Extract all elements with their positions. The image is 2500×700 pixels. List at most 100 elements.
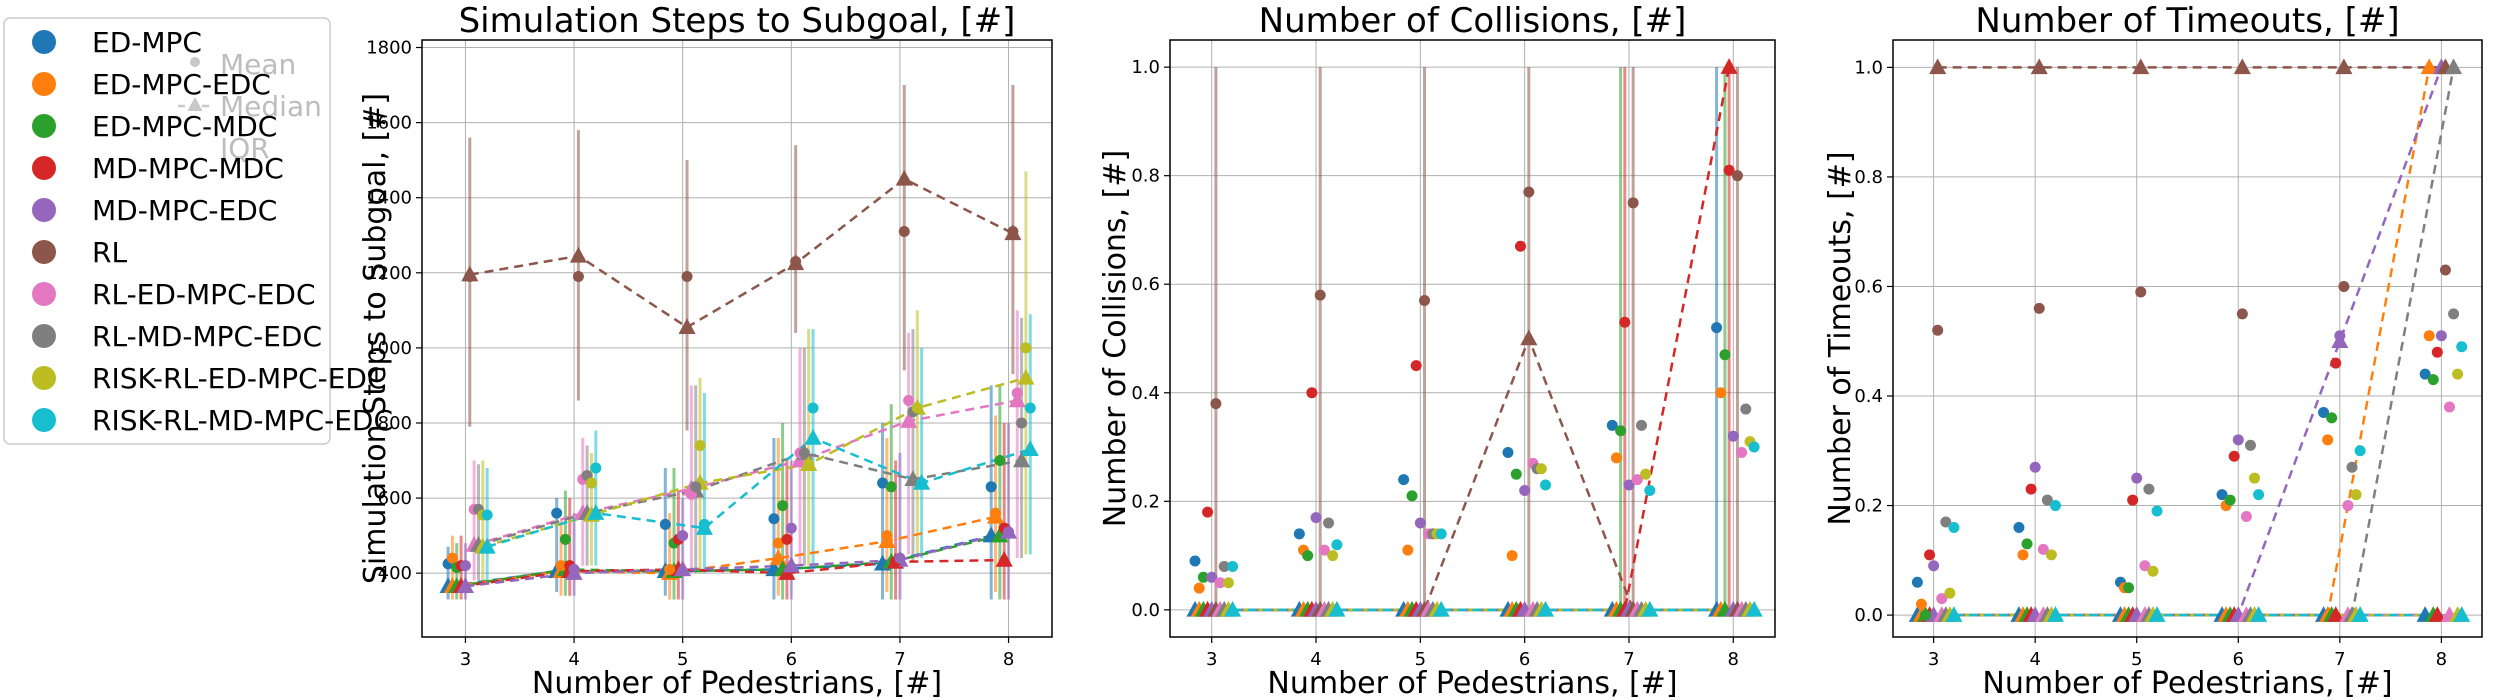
mean-point bbox=[1623, 479, 1635, 491]
x-tick-label: 4 bbox=[568, 649, 579, 670]
mean-point bbox=[2330, 357, 2342, 369]
median-marker bbox=[1013, 451, 1031, 468]
mean-point bbox=[2127, 494, 2139, 506]
mean-point bbox=[1715, 387, 1727, 399]
mean-point bbox=[1506, 550, 1518, 562]
legend-marker bbox=[32, 198, 56, 222]
mean-point bbox=[1016, 417, 1028, 429]
chart-panel-3: 3 4 5 6 7 8 0.0 0.2 0.4 0.6 0.8 1.0 Number of Timeou… bbox=[1823, 1, 2483, 700]
mean-point bbox=[572, 271, 584, 283]
mean-point bbox=[2143, 483, 2155, 495]
median-marker bbox=[2046, 606, 2065, 622]
mean-point bbox=[1306, 387, 1318, 399]
mean-points bbox=[1189, 164, 1760, 594]
y-tick-label: 0.6 bbox=[1854, 276, 1883, 297]
y-tick-label: 0.0 bbox=[1131, 600, 1160, 621]
mean-point bbox=[2253, 489, 2265, 501]
mean-point bbox=[1627, 197, 1639, 209]
mean-point bbox=[1723, 164, 1735, 176]
mean-point bbox=[1323, 517, 1335, 529]
mean-point bbox=[2346, 461, 2358, 473]
y-tick-label: 0.2 bbox=[1131, 491, 1160, 512]
median-marker bbox=[1224, 600, 1242, 617]
mean-point bbox=[777, 500, 789, 512]
mean-point bbox=[1003, 526, 1015, 538]
legend-marker bbox=[32, 72, 56, 96]
mean-point bbox=[1519, 484, 1531, 496]
mean-point bbox=[1310, 512, 1322, 524]
x-axis-label: Number of Pedestrians, [#] bbox=[532, 666, 942, 700]
mean-point bbox=[2216, 489, 2228, 501]
legend-label: RISK-RL-MD-MPC-EDC bbox=[92, 404, 393, 437]
x-tick-label: 7 bbox=[894, 649, 905, 670]
mean-point bbox=[1711, 322, 1723, 334]
mean-point bbox=[2452, 368, 2464, 380]
mean-point bbox=[1948, 521, 1960, 533]
mean-point bbox=[590, 462, 602, 474]
mean-point bbox=[1915, 598, 1927, 610]
mean-point bbox=[2249, 472, 2261, 484]
mean-point bbox=[2448, 308, 2460, 320]
mean-point bbox=[1619, 316, 1631, 328]
y-tick-label: 0.4 bbox=[1854, 386, 1883, 407]
median-line bbox=[1215, 335, 1738, 612]
median-marker bbox=[2453, 606, 2471, 622]
median-marker bbox=[1641, 600, 1659, 617]
mean-point bbox=[1398, 474, 1410, 486]
mean-point bbox=[1631, 474, 1643, 486]
mean-point bbox=[990, 507, 1002, 519]
mean-point bbox=[994, 455, 1006, 467]
mean-point bbox=[690, 481, 702, 493]
mean-point bbox=[2439, 264, 2451, 276]
mean-point bbox=[2147, 565, 2159, 577]
mean-point bbox=[2021, 538, 2033, 550]
mean-point bbox=[1011, 387, 1023, 399]
mean-point bbox=[768, 513, 780, 525]
legend-label: RL bbox=[92, 236, 127, 269]
mean-point bbox=[1024, 402, 1036, 414]
y-tick-label: 1.0 bbox=[1854, 57, 1883, 78]
mean-point bbox=[555, 560, 567, 572]
grid bbox=[1893, 40, 2482, 637]
mean-point bbox=[2427, 374, 2439, 386]
median-marker bbox=[2030, 58, 2048, 75]
mean-point bbox=[1206, 571, 1218, 583]
iqr-whiskers bbox=[1214, 67, 1739, 610]
median-marker bbox=[2445, 58, 2463, 75]
mean-point bbox=[2240, 511, 2252, 523]
mean-point bbox=[1928, 560, 1940, 572]
y-tick-label: 1.0 bbox=[1131, 57, 1160, 78]
median-marker bbox=[1520, 329, 1538, 346]
median-marker bbox=[2327, 606, 2345, 622]
median-line bbox=[1207, 66, 1731, 612]
median-marker bbox=[782, 556, 800, 573]
legend-entry: RL-MD-MPC-EDC bbox=[32, 320, 322, 353]
chart-title: Number of Collisions, [#] bbox=[1259, 1, 1687, 41]
y-tick-label: 0.0 bbox=[1854, 605, 1883, 626]
y-axis-label: Number of Collisions, [#] bbox=[1098, 150, 1133, 527]
median-line bbox=[1933, 66, 2443, 617]
mean-point bbox=[2228, 450, 2240, 462]
y-tick-label: 0.4 bbox=[1131, 383, 1160, 404]
mean-point bbox=[1414, 517, 1426, 529]
legend-marker bbox=[32, 156, 56, 180]
mean-point bbox=[1218, 560, 1230, 572]
median-line bbox=[469, 177, 1014, 329]
mean-point bbox=[2135, 286, 2147, 298]
legend-stat-median-marker bbox=[187, 97, 203, 111]
mean-point bbox=[2033, 302, 2045, 314]
mean-point bbox=[2045, 549, 2057, 561]
median-marker bbox=[678, 318, 696, 334]
mean-point bbox=[1214, 577, 1226, 589]
chart-title: Simulation Steps to Subgoal, [#] bbox=[459, 1, 1016, 41]
y-tick-label: 1000 bbox=[366, 338, 412, 359]
mean-point bbox=[785, 522, 797, 534]
y-tick-label: 1800 bbox=[366, 38, 412, 59]
legend-entry: ED-MPC-MDC bbox=[32, 110, 277, 143]
ticks: 3 4 5 6 7 8 0.0 0.2 0.4 0.6 0.8 1.0 bbox=[1854, 57, 2447, 670]
mean-point bbox=[1222, 577, 1234, 589]
median-marker bbox=[1021, 440, 1039, 457]
mean-point bbox=[985, 481, 997, 493]
y-tick-label: 800 bbox=[378, 413, 412, 434]
